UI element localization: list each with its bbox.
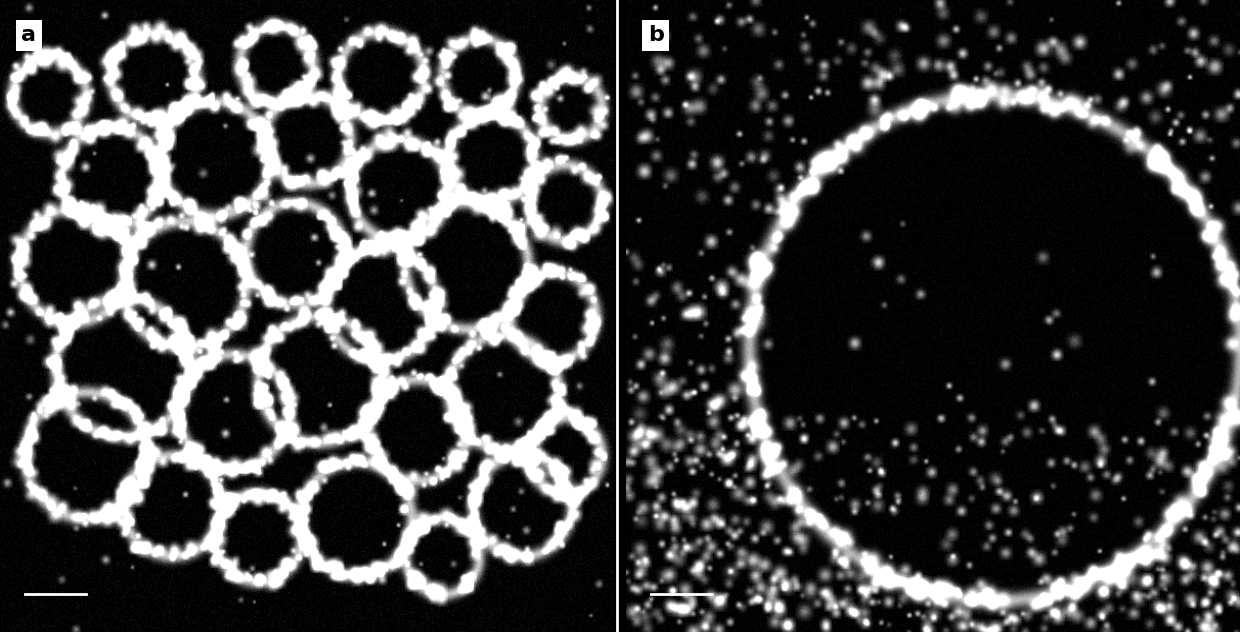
Text: b: b — [647, 25, 663, 45]
Text: a: a — [21, 25, 36, 45]
